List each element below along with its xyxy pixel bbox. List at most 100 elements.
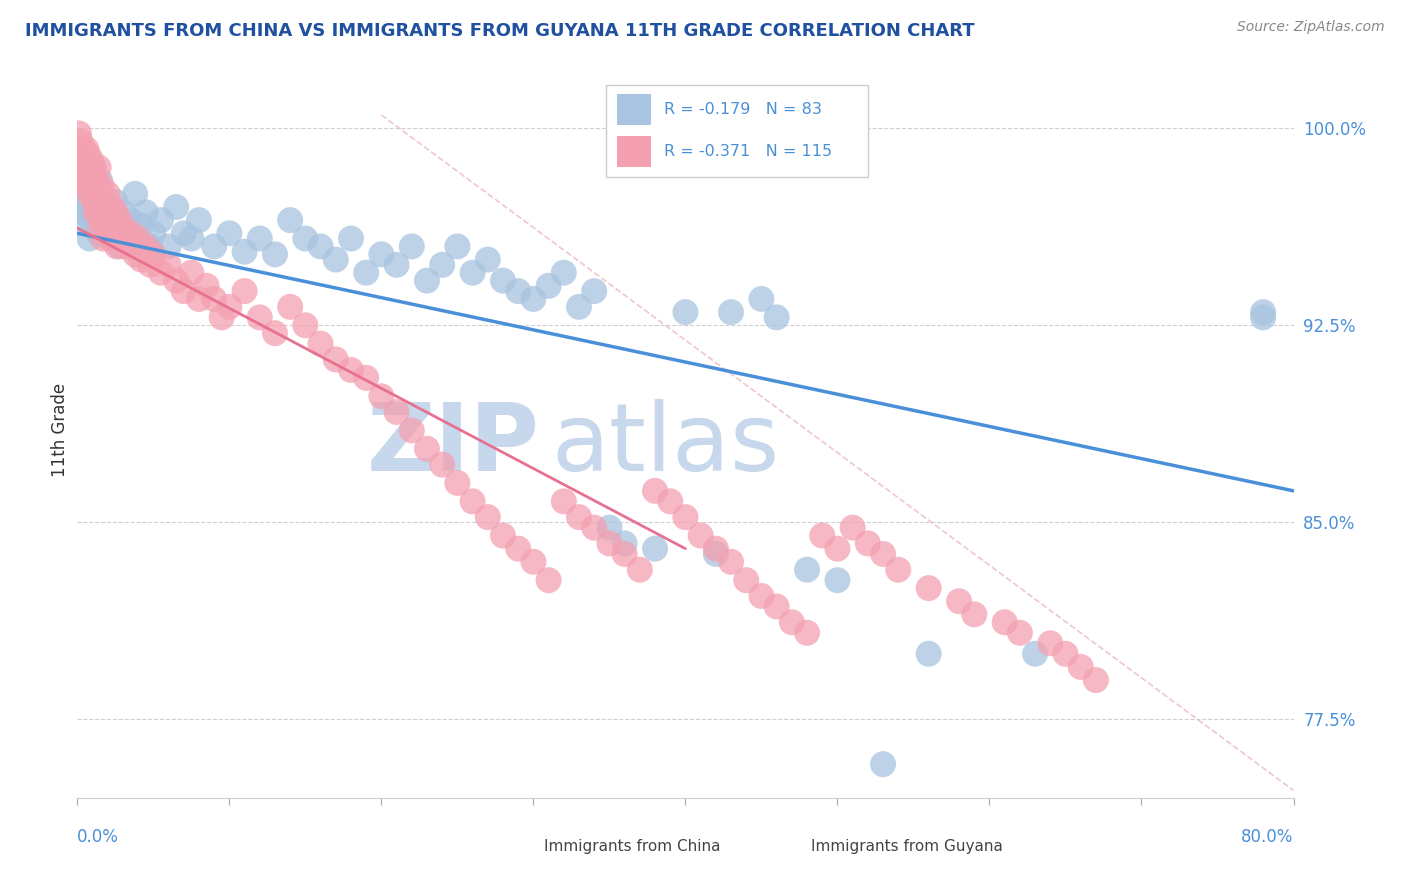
Point: [105, 239, 128, 253]
Point: [120, 227, 142, 241]
Point: [872, 757, 894, 772]
Point: [110, 231, 132, 245]
Point: [100, 231, 122, 245]
Point: [598, 536, 620, 550]
Point: [72, 147, 94, 161]
Point: [73, 205, 96, 219]
Point: [354, 266, 377, 280]
Point: [1070, 660, 1092, 674]
Text: ZIP: ZIP: [367, 399, 540, 491]
Point: [91, 231, 114, 245]
Point: [249, 310, 271, 325]
Point: [202, 292, 225, 306]
Point: [796, 625, 818, 640]
Point: [644, 541, 666, 556]
Point: [86, 186, 108, 201]
Point: [537, 573, 560, 587]
Point: [188, 292, 211, 306]
Point: [537, 278, 560, 293]
Point: [82, 178, 104, 193]
Point: [325, 352, 347, 367]
Point: [127, 231, 149, 245]
Text: atlas: atlas: [551, 399, 780, 491]
Point: [918, 581, 941, 595]
FancyBboxPatch shape: [617, 94, 651, 125]
Point: [82, 216, 104, 230]
Point: [385, 405, 408, 419]
Point: [108, 239, 131, 253]
Point: [294, 231, 316, 245]
Point: [1024, 647, 1046, 661]
Point: [87, 205, 110, 219]
Point: [522, 555, 544, 569]
Point: [1008, 625, 1031, 640]
Point: [84, 186, 107, 201]
Point: [1054, 647, 1077, 661]
Point: [856, 536, 879, 550]
Point: [124, 247, 146, 261]
Point: [75, 142, 97, 156]
Point: [432, 258, 454, 272]
Point: [994, 615, 1017, 630]
Point: [340, 231, 363, 245]
Point: [796, 563, 818, 577]
Point: [139, 258, 162, 272]
Point: [644, 483, 666, 498]
Point: [963, 607, 986, 622]
Point: [568, 300, 591, 314]
Point: [83, 161, 105, 175]
Point: [98, 213, 121, 227]
Point: [613, 536, 636, 550]
Point: [173, 227, 195, 241]
Point: [77, 189, 100, 203]
Point: [104, 194, 127, 209]
Point: [492, 274, 515, 288]
Point: [180, 266, 202, 280]
Point: [75, 153, 97, 167]
Point: [385, 258, 408, 272]
Point: [86, 194, 108, 209]
Point: [827, 541, 849, 556]
Point: [70, 194, 93, 209]
Point: [97, 221, 120, 235]
Point: [720, 555, 742, 569]
Point: [79, 231, 101, 245]
Point: [278, 213, 301, 227]
Point: [120, 213, 142, 227]
Point: [69, 147, 91, 161]
Point: [659, 494, 682, 508]
Point: [704, 541, 727, 556]
Point: [96, 205, 118, 219]
Point: [401, 423, 423, 437]
Point: [264, 247, 287, 261]
Point: [90, 178, 112, 193]
Point: [370, 389, 392, 403]
Point: [477, 510, 499, 524]
Point: [82, 194, 104, 209]
Point: [80, 153, 103, 167]
Point: [107, 227, 129, 241]
Point: [129, 252, 152, 267]
Point: [765, 310, 787, 325]
Point: [401, 239, 423, 253]
Point: [100, 231, 122, 245]
Point: [91, 213, 114, 227]
Point: [628, 563, 651, 577]
Point: [508, 284, 530, 298]
Point: [70, 213, 93, 227]
Point: [67, 147, 90, 161]
Point: [751, 292, 773, 306]
Point: [79, 211, 101, 225]
Point: [202, 239, 225, 253]
Point: [97, 186, 120, 201]
Point: [553, 494, 575, 508]
Point: [93, 200, 115, 214]
Point: [77, 147, 100, 161]
Point: [70, 169, 93, 183]
Point: [446, 475, 468, 490]
Point: [522, 292, 544, 306]
Point: [115, 239, 138, 253]
Point: [142, 247, 165, 261]
Point: [79, 186, 101, 201]
Point: [180, 231, 202, 245]
